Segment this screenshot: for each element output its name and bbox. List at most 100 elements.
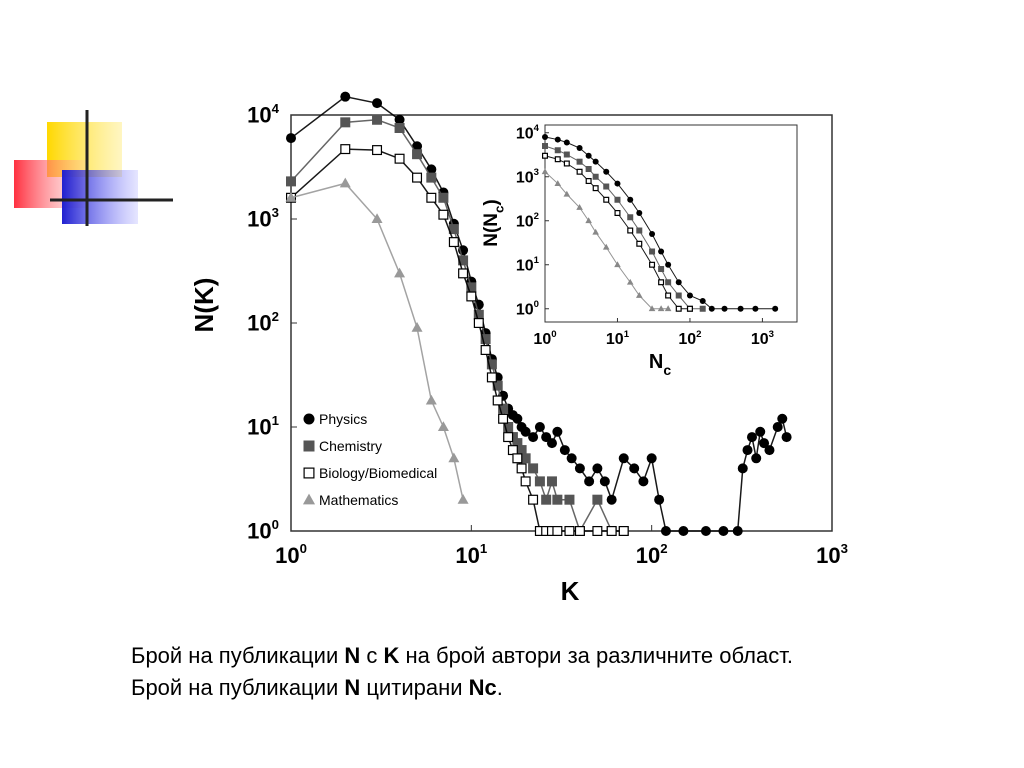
data-point	[614, 196, 621, 203]
data-point	[426, 192, 437, 203]
data-point	[412, 141, 423, 152]
data-point	[675, 279, 682, 286]
x-tick-label: 103	[816, 541, 848, 568]
legend-label: Biology/Biomedical	[319, 465, 437, 481]
data-point	[520, 453, 531, 464]
data-point	[534, 476, 545, 487]
data-point	[627, 227, 634, 234]
data-point	[699, 298, 706, 305]
caption-text: Брой на публикации	[131, 643, 345, 668]
data-point	[636, 227, 643, 234]
data-point	[448, 224, 459, 235]
data-point	[394, 114, 405, 125]
data-point	[563, 160, 570, 167]
data-point	[563, 151, 570, 158]
series-chemistry	[542, 142, 706, 312]
data-point	[546, 476, 557, 487]
data-point	[660, 526, 671, 536]
data-point	[426, 172, 437, 183]
data-point	[552, 494, 563, 505]
data-point	[466, 291, 477, 302]
main-plot: 100 101 102 103 100 101 102 103 104 K N(K) Physics C…	[189, 91, 848, 606]
data-point	[552, 426, 563, 437]
y-tick-label: 100	[516, 299, 539, 318]
data-point	[592, 185, 599, 192]
data-point	[412, 172, 423, 183]
data-point	[473, 318, 484, 329]
data-point	[458, 268, 469, 279]
data-point	[486, 372, 497, 383]
data-point	[466, 282, 477, 293]
y-tick-label: 103	[516, 167, 539, 186]
data-point	[603, 168, 610, 175]
blue-square	[62, 170, 138, 224]
data-point	[777, 413, 788, 424]
data-point	[340, 91, 351, 102]
caption-line-2: Брой на публикации N цитирани Nc.	[131, 675, 503, 701]
data-point	[592, 463, 603, 474]
legend-marker	[303, 413, 315, 425]
legend: Physics Chemistry Biology/Biomedical Mathem…	[302, 411, 437, 508]
data-point	[516, 445, 527, 456]
series-physics	[542, 134, 779, 312]
data-point	[636, 210, 643, 217]
data-point	[554, 136, 561, 143]
data-point	[564, 494, 575, 505]
data-point	[576, 204, 583, 210]
x-tick-label: 102	[678, 329, 701, 348]
y-tick-label: 102	[516, 211, 539, 230]
series-biology-biomedical	[541, 152, 693, 312]
data-point	[576, 158, 583, 165]
data-point	[286, 176, 296, 187]
data-point	[675, 305, 682, 312]
data-point	[576, 168, 583, 175]
data-point	[574, 463, 585, 474]
data-point	[708, 305, 715, 312]
data-point	[614, 261, 621, 268]
data-point	[520, 426, 531, 437]
x-tick-label: 101	[455, 541, 487, 568]
data-point	[718, 526, 729, 536]
data-point	[554, 156, 561, 163]
data-point	[412, 149, 423, 160]
series-line	[544, 155, 690, 310]
data-point	[606, 525, 617, 536]
data-point	[603, 196, 610, 203]
data-point	[602, 243, 610, 250]
caption-bold-nc: Nc	[468, 675, 497, 700]
data-point	[448, 452, 460, 463]
data-point	[721, 305, 728, 312]
data-point	[552, 525, 563, 536]
data-point	[512, 453, 523, 464]
data-point	[649, 261, 656, 268]
series-line	[544, 145, 703, 310]
legend-label: Chemistry	[319, 438, 382, 454]
caption-bold-n: N	[344, 675, 361, 700]
data-point	[732, 526, 743, 536]
data-point	[285, 192, 297, 202]
data-point	[678, 526, 689, 536]
data-point	[772, 422, 783, 432]
data-point	[372, 114, 383, 125]
data-point	[665, 279, 672, 286]
data-point	[658, 279, 665, 286]
data-point	[438, 192, 449, 203]
data-point	[507, 445, 518, 456]
data-point	[658, 266, 665, 273]
data-point	[638, 476, 649, 487]
data-point	[686, 292, 693, 299]
caption-bold-n: N	[344, 643, 361, 668]
data-point	[626, 278, 634, 285]
data-point	[752, 305, 759, 312]
data-point	[592, 158, 599, 165]
data-point	[541, 494, 552, 505]
legend-marker	[303, 440, 315, 452]
data-point	[657, 305, 665, 312]
data-point	[546, 438, 557, 449]
data-point	[394, 153, 405, 164]
data-point	[528, 494, 539, 505]
data-point	[516, 463, 527, 474]
data-point	[534, 422, 545, 432]
inset-x-axis-title: Nc	[649, 351, 671, 378]
data-point	[592, 228, 599, 235]
